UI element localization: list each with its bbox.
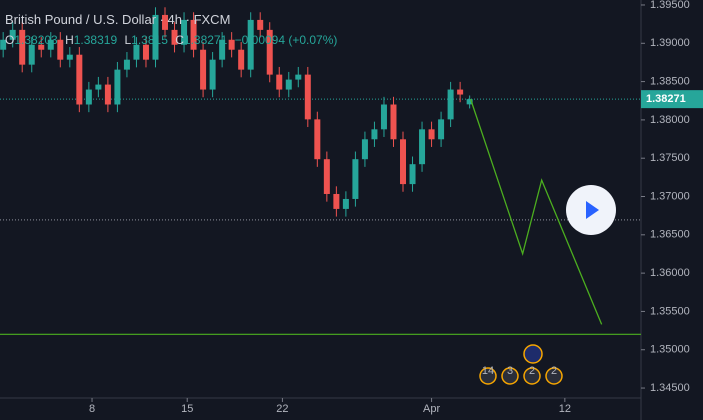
candle-body (200, 49, 207, 90)
candle-body (323, 159, 330, 194)
candle-body (371, 129, 378, 140)
play-icon[interactable] (586, 201, 599, 219)
candle-body (85, 89, 92, 105)
candle-body (181, 19, 188, 45)
candle-body (95, 84, 102, 90)
y-tick-label: 1.39500 (650, 0, 690, 11)
x-tick-label: Apr (423, 403, 440, 415)
candle-body (457, 89, 464, 95)
candle-body (133, 44, 140, 60)
candle-body (409, 164, 416, 185)
candle-body (38, 44, 45, 50)
candle-body (57, 39, 64, 60)
candle-body (152, 14, 159, 60)
x-tick-label: 15 (181, 403, 193, 415)
ohlc-key: C (175, 33, 184, 47)
y-tick-label: 1.34500 (650, 382, 690, 394)
last-price-box (641, 90, 703, 109)
candle-body (19, 29, 26, 65)
candle-body (419, 129, 426, 165)
candle-body (142, 44, 149, 60)
candle-body (342, 198, 349, 209)
candle-body (66, 54, 73, 60)
candle-body (257, 19, 264, 30)
candle-body (276, 74, 283, 90)
ohlc-legend: O1.38203 H1.38319 L1.3815 C1.38271 −0.00… (5, 30, 341, 51)
y-tick-label: 1.36500 (650, 229, 690, 241)
ohlc-value: 1.38271 (183, 33, 228, 47)
candle-body (400, 139, 407, 185)
candle-body (380, 104, 387, 130)
ohlc-value: 1.38319 (73, 33, 118, 47)
event-icon (479, 367, 497, 385)
y-tick-label: 1.38000 (650, 114, 690, 126)
event-icon (501, 367, 519, 385)
candle-body (466, 99, 473, 105)
ohlc-value: 1.38203 (14, 33, 58, 47)
x-tick-label: 22 (276, 403, 288, 415)
y-tick-label: 1.37500 (650, 152, 690, 164)
candle-body (114, 69, 121, 105)
candle-body (28, 44, 35, 65)
y-tick-label: 1.36000 (650, 267, 690, 279)
candle-body (352, 159, 359, 199)
event-icon (545, 367, 563, 385)
x-tick-label: 12 (559, 403, 571, 415)
candle-body (361, 139, 368, 160)
candle-body (304, 74, 311, 120)
ohlc-value: 1.3815 (131, 33, 168, 47)
y-tick-label: 1.35000 (650, 344, 690, 356)
candle-body (247, 19, 254, 70)
candle-body (238, 49, 245, 70)
event-icon (523, 367, 541, 385)
candle-body (190, 19, 197, 50)
candle-body (295, 74, 302, 80)
last-price-label: 1.38271 (646, 93, 686, 105)
y-tick-label: 1.35500 (650, 305, 690, 317)
change: −0.00094 (+0.07%) (234, 33, 338, 47)
projection-line (469, 98, 603, 325)
event-count: 2 (551, 365, 557, 377)
event-count: 3 (507, 365, 513, 377)
candle-body (0, 39, 7, 50)
event-icon (523, 344, 543, 364)
event-count: 2 (529, 365, 535, 377)
candle-body (266, 29, 273, 75)
event-count: 14 (482, 365, 494, 377)
candle-body (171, 29, 178, 45)
candle-body (209, 59, 216, 90)
candle-body (123, 59, 130, 70)
y-tick-label: 1.39000 (650, 37, 690, 49)
ohlc-key: H (65, 33, 74, 47)
candle-body (333, 193, 340, 209)
header: British Pound / U.S. Dollar · 4h · FXCM … (5, 9, 341, 51)
ohlc-key: L (124, 33, 132, 47)
candle-body (314, 119, 321, 160)
y-tick-label: 1.37000 (650, 190, 690, 202)
candle-body (285, 79, 292, 90)
candle-body (162, 14, 169, 30)
ohlc-key: O (5, 33, 15, 47)
candle-body (447, 89, 454, 120)
candle-body (228, 39, 235, 50)
candle-body (47, 39, 54, 50)
play-button[interactable] (566, 185, 616, 235)
candle-body (9, 29, 16, 40)
candle-body (104, 84, 111, 105)
symbol-title: British Pound / U.S. Dollar · 4h · FXCM (5, 12, 231, 27)
candle-body (219, 39, 226, 60)
candle-body (428, 129, 435, 140)
candle-body (76, 54, 83, 105)
x-tick-label: 8 (89, 403, 95, 415)
y-tick-label: 1.38500 (650, 75, 690, 87)
candle-body (438, 119, 445, 140)
candle-body (390, 104, 397, 140)
